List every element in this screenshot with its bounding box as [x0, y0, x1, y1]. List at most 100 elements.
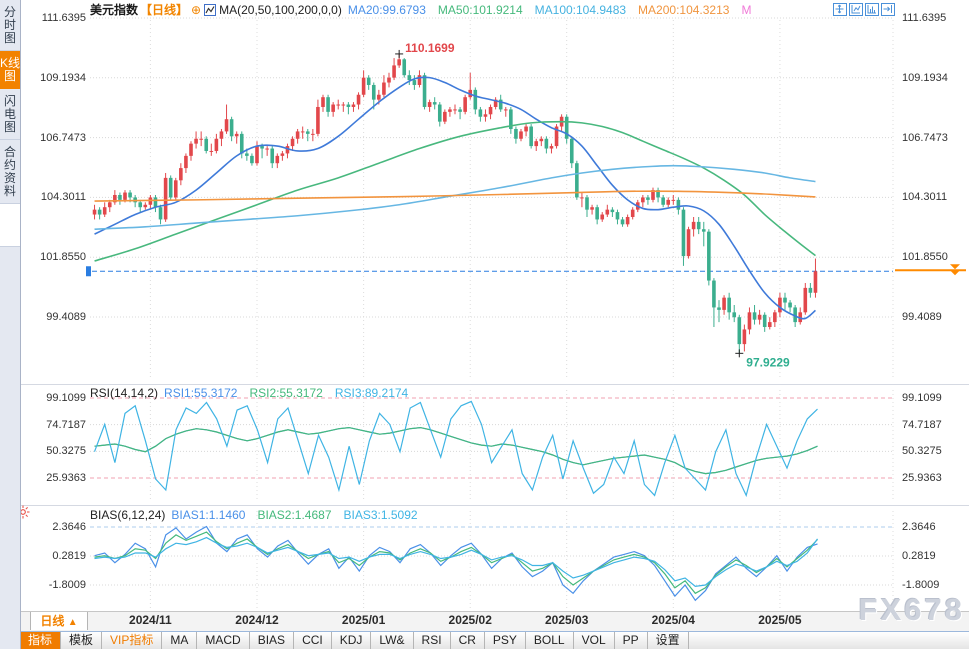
date-axis-strip: 日线 ▲ 2024/11 2024/12 2025/01 2025/02 2025/03…: [20, 611, 969, 632]
date-label-2025-05: 2025/05: [758, 613, 802, 627]
collapse-right-icon[interactable]: [881, 3, 895, 16]
rsi-values: RSI1:55.3172 RSI2:55.3172 RSI3:89.2174: [164, 386, 420, 400]
date-label-2025-01: 2025/01: [341, 613, 386, 627]
rsi-axis-left-2: 74.7187: [46, 418, 86, 431]
rsi-lines: [93, 400, 818, 498]
tab-ma[interactable]: MA: [162, 632, 198, 649]
add-compare-icon[interactable]: ⊕: [191, 3, 202, 17]
price-axis-right-4: 104.3011: [902, 191, 948, 204]
rsi-formula-label: RSI(14,14,2): [90, 386, 159, 400]
ma-value-1: MA20:99.6793: [347, 3, 426, 17]
rsi-value-2: RSI2:55.3172: [249, 386, 323, 400]
rsi-header: RSI(14,14,2) RSI1:55.3172 RSI2:55.3172 RSI3…: [90, 386, 420, 400]
tab-pp[interactable]: PP: [615, 632, 648, 649]
rsi-axis-right-4: 25.9363: [902, 472, 942, 484]
price-marker-icon: [950, 264, 960, 276]
bottom-indicator-toolbar: 指标 模板 VIP指标 MA MACD BIAS CCI KDJ LW& RSI CR PSY BOLL…: [20, 631, 969, 649]
price-axis-left-1: 111.6395: [41, 12, 86, 24]
rsi-value-1: RSI1:55.3172: [164, 386, 238, 400]
bias1-line: [94, 525, 818, 602]
price-axis-left-6: 99.4089: [46, 311, 86, 323]
bias-value-2: BIAS2:1.4687: [257, 508, 332, 522]
tab-指标[interactable]: 指标: [20, 632, 62, 649]
bias-axis-right-2: 0.2819: [902, 549, 936, 562]
tab-bias[interactable]: BIAS: [250, 632, 295, 649]
chart-toolbar-icons: [833, 3, 895, 16]
ma200-line: [94, 190, 816, 202]
indicator-chart-icon: [204, 4, 217, 16]
date-label-2025-03: 2025/03: [544, 613, 589, 627]
rsi-value-3: RSI3:89.2174: [334, 386, 409, 400]
bias-axis-left-1: 2.3646: [52, 521, 86, 533]
rsi3-line: [93, 400, 818, 498]
bias3-line: [94, 536, 818, 588]
tab-psy[interactable]: PSY: [485, 632, 526, 649]
bias-axis-left-3: -1.8009: [48, 579, 86, 591]
rsi2-line: [94, 426, 818, 475]
main-chart-header: 美元指数 【日线】 ⊕ MA(20,50,100,200,0,0) MA20:99.67…: [90, 3, 763, 17]
sidebar-item-1[interactable]: 分时图: [0, 0, 20, 51]
price-axis-right-2: 109.1934: [902, 71, 948, 84]
price-axis-left-2: 109.1934: [40, 71, 86, 84]
tab-cr[interactable]: CR: [451, 632, 485, 649]
tab-vol[interactable]: VOL: [574, 632, 615, 649]
sidebar-item-4[interactable]: 合约资料: [0, 140, 20, 204]
price-tag-nub: [86, 266, 91, 277]
price-axis-left-3: 106.7473: [40, 131, 86, 144]
chevron-up-icon: ▲: [67, 617, 78, 628]
rsi-axis-right-2: 74.7187: [902, 418, 942, 431]
rsi-axis-right-3: 50.3275: [902, 445, 942, 458]
tab-设置[interactable]: 设置: [648, 632, 689, 649]
rsi-axis-left-1: 99.1099: [46, 392, 86, 404]
gridlines: [90, 17, 894, 608]
price-axis-left-4: 104.3011: [40, 191, 86, 204]
time-scale-icon[interactable]: [865, 3, 879, 16]
bias-axis-left-2: 0.2819: [52, 549, 86, 562]
pan-icon[interactable]: [833, 3, 847, 16]
ma-value-5: M: [741, 3, 752, 17]
ma-value-4: MA200:104.3213: [638, 3, 730, 17]
low-annotation: 97.9229: [746, 355, 790, 369]
date-label-2024-12: 2024/12: [235, 613, 279, 627]
sidebar-spacer: [0, 204, 20, 247]
ma100-line: [94, 164, 816, 231]
tab-vip指标[interactable]: VIP指标: [102, 632, 163, 649]
date-label-2025-04: 2025/04: [651, 613, 695, 627]
price-scale-icon[interactable]: [849, 3, 863, 16]
bias-axis-right-1: 2.3646: [902, 521, 936, 533]
rsi-axis-right-1: 99.1099: [902, 392, 942, 404]
date-label-2024-11: 2024/11: [129, 613, 172, 627]
price-axis-right-5: 101.8550: [902, 251, 948, 264]
sidebar-item-2[interactable]: K线图: [0, 51, 20, 89]
ma-formula-label: MA(20,50,100,200,0,0): [219, 3, 342, 17]
bias2-line: [94, 531, 818, 595]
tab-lw[interactable]: LW&: [371, 632, 414, 649]
price-axis-right-3: 106.7473: [902, 131, 948, 144]
tab-模板[interactable]: 模板: [61, 632, 103, 649]
bias-axis-right-3: -1.8009: [902, 579, 940, 591]
rsi-axis-left-4: 25.9363: [46, 472, 86, 484]
rsi-axis-left-3: 50.3275: [46, 445, 86, 458]
ma-value-3: MA100:104.9483: [534, 3, 627, 17]
price-axis-right-1: 111.6395: [902, 12, 947, 24]
ma-value-2: MA50:101.9214: [437, 3, 523, 17]
bias-value-3: BIAS3:1.5092: [343, 508, 418, 522]
tab-kdj[interactable]: KDJ: [332, 632, 372, 649]
period-tag[interactable]: 【日线】: [140, 3, 189, 17]
ma20-line: [94, 76, 816, 320]
tab-boll[interactable]: BOLL: [526, 632, 574, 649]
sidebar-item-3[interactable]: 闪电图: [0, 89, 20, 140]
date-label-2025-02: 2025/02: [448, 613, 492, 627]
tab-macd[interactable]: MACD: [197, 632, 250, 649]
candles-layer: [92, 53, 818, 354]
tab-cci[interactable]: CCI: [294, 632, 332, 649]
rsi1-line: [94, 426, 818, 475]
period-selector-label: 日线: [40, 614, 65, 628]
symbol-name: 美元指数: [90, 3, 139, 17]
bias-formula-label: BIAS(6,12,24): [90, 508, 166, 522]
bias-header: BIAS(6,12,24) BIAS1:1.1460 BIAS2:1.4687 BIA…: [90, 508, 430, 522]
period-selector[interactable]: 日线 ▲: [30, 612, 88, 630]
tab-rsi[interactable]: RSI: [414, 632, 451, 649]
